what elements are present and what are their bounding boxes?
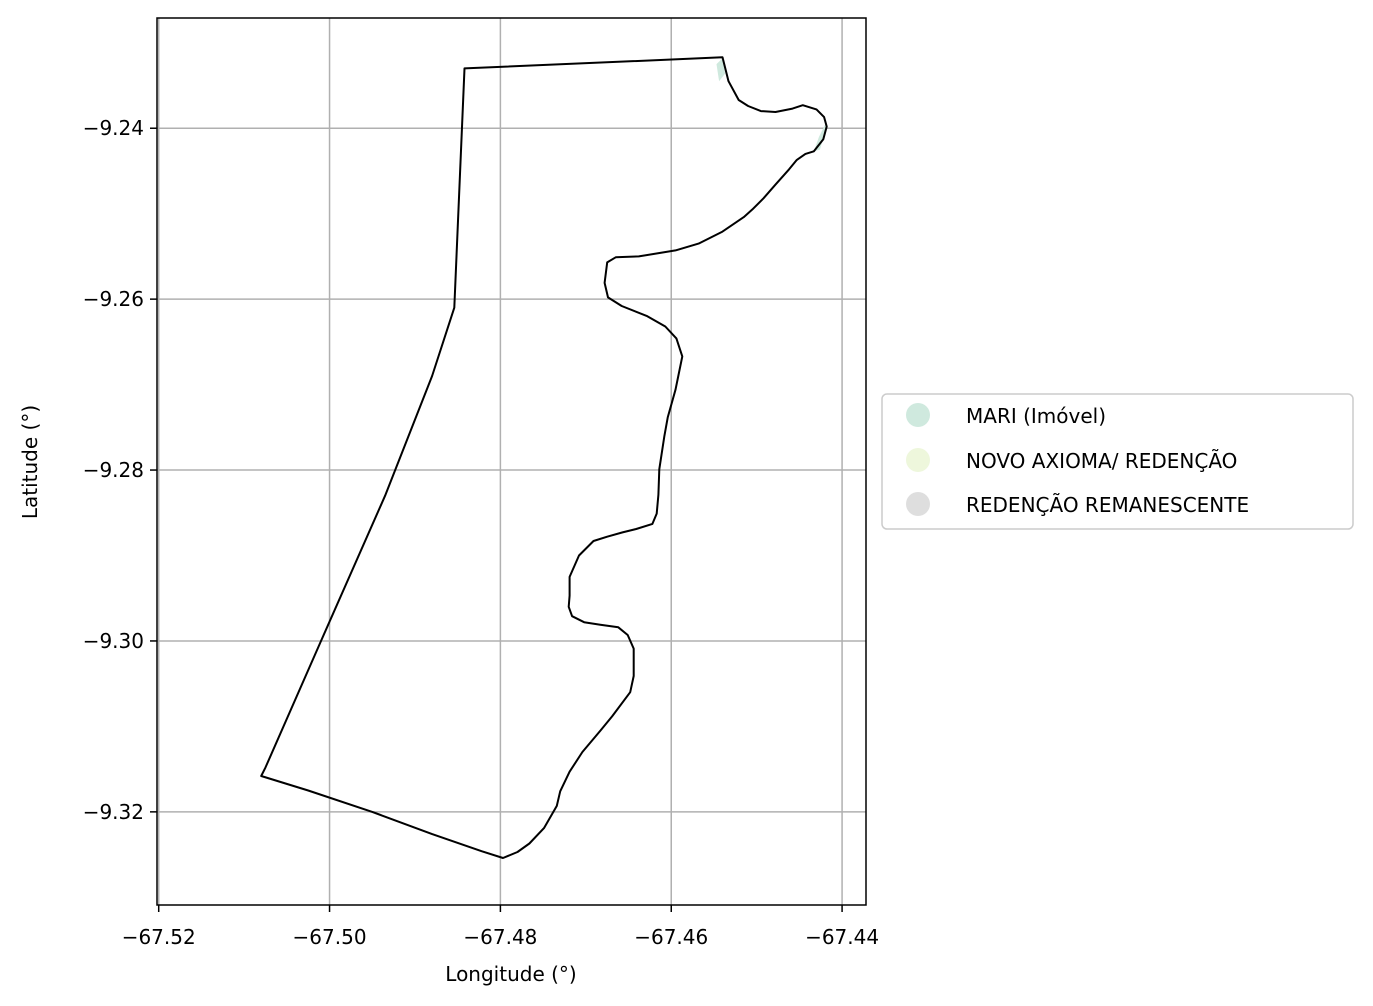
- grid-lines: [157, 18, 866, 905]
- legend-marker-mari: [906, 403, 930, 427]
- y-tick-label: −9.26: [83, 287, 144, 311]
- legend-label-redencao-remanescente: REDENÇÃO REMANESCENTE: [966, 493, 1249, 517]
- plot-frame: [156, 17, 867, 906]
- parcel-mari: [813, 119, 827, 152]
- y-tick-label: −9.28: [83, 458, 144, 482]
- legend: MARI (Imóvel) NOVO AXIOMA/ REDENÇÃO REDE…: [881, 393, 1354, 530]
- legend-frame: [881, 393, 1354, 530]
- x-tick-label: −67.52: [122, 925, 196, 949]
- y-axis: −9.24 −9.26 −9.28 −9.30 −9.32: [83, 116, 157, 824]
- legend-marker-novo-axioma: [906, 448, 930, 472]
- legend-marker-redencao-remanescente: [906, 492, 930, 516]
- parcel-mari: [716, 58, 726, 82]
- x-tick-label: −67.50: [293, 925, 367, 949]
- y-axis-title: Latitude (°): [18, 405, 42, 519]
- y-tick-label: −9.24: [83, 116, 144, 140]
- property-boundary: [260, 56, 828, 859]
- map-parcels: [716, 58, 827, 152]
- x-tick-label: −67.46: [634, 925, 708, 949]
- x-tick-label: −67.44: [805, 925, 879, 949]
- y-tick-label: −9.30: [83, 629, 144, 653]
- legend-label-mari: MARI (Imóvel): [966, 404, 1106, 428]
- x-tick-label: −67.48: [463, 925, 537, 949]
- legend-label-novo-axioma: NOVO AXIOMA/ REDENÇÃO: [966, 449, 1237, 473]
- x-axis: −67.52 −67.50 −67.48 −67.46 −67.44: [122, 905, 879, 949]
- x-axis-title: Longitude (°): [445, 962, 576, 986]
- y-tick-label: −9.32: [83, 800, 144, 824]
